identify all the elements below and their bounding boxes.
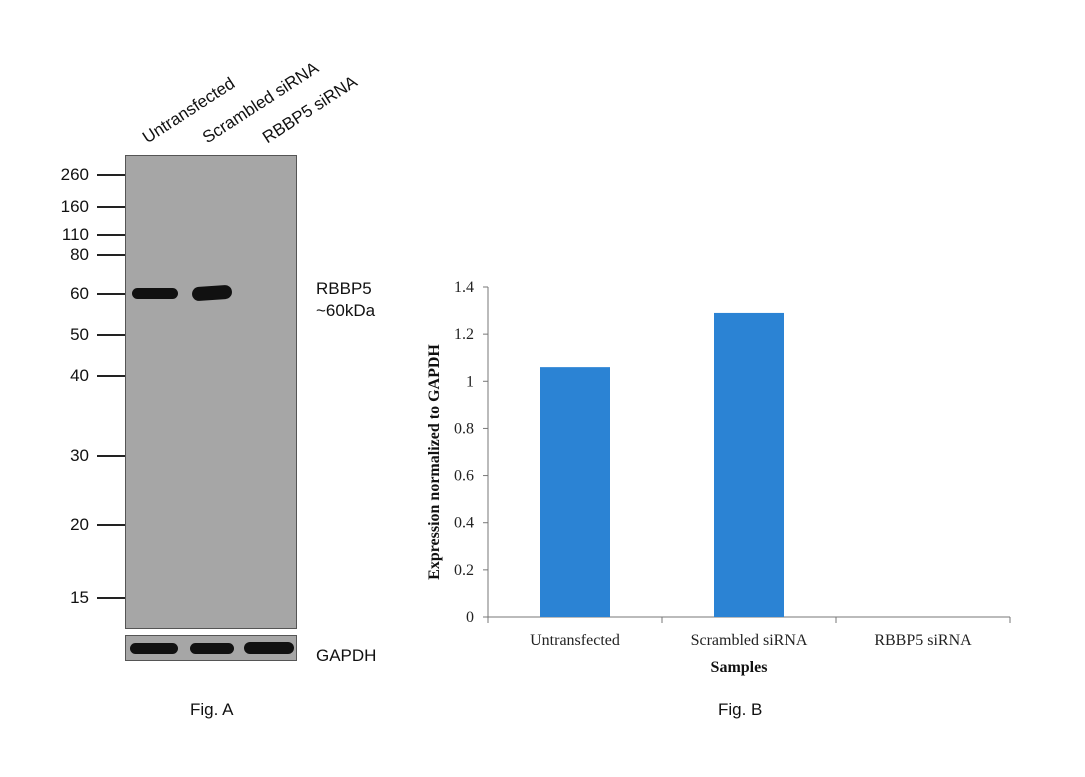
y-tick-label: 0.2 <box>454 562 474 579</box>
mw-marker-40: 40 <box>40 366 125 386</box>
band-gapdh-scrambled-sirna <box>190 643 234 654</box>
mw-marker-tick <box>97 206 125 208</box>
mw-marker-160: 160 <box>40 197 125 217</box>
mw-marker-15: 15 <box>40 588 125 608</box>
mw-marker-tick <box>97 293 125 295</box>
y-tick-label: 0.4 <box>454 515 474 532</box>
y-tick-label: 0.8 <box>454 420 474 437</box>
mw-marker-tick <box>97 234 125 236</box>
loading-control-label: GAPDH <box>316 646 377 665</box>
mw-marker-50: 50 <box>40 325 125 345</box>
mw-marker-60: 60 <box>40 284 125 304</box>
bar-chart: 0 0.2 0.4 0.6 0.8 1 1.2 1.4 Untransfected Scrambl… <box>426 279 1011 676</box>
mw-marker-label: 50 <box>70 325 89 344</box>
y-tick-label: 1.4 <box>454 279 474 296</box>
x-tick-label: RBBP5 siRNA <box>874 632 972 649</box>
band-gapdh-rbbp5-sirna <box>244 642 294 654</box>
y-tick-label: 0.6 <box>454 468 474 485</box>
mw-marker-label: 80 <box>70 245 89 264</box>
mw-marker-260: 260 <box>40 165 125 185</box>
bar-scrambled-sirna <box>714 312 784 617</box>
band-rbbp5-untransfected <box>132 288 178 299</box>
mw-marker-label: 260 <box>60 165 89 184</box>
mw-marker-label: 40 <box>70 366 89 385</box>
mw-marker-80: 80 <box>40 245 125 265</box>
mw-marker-label: 60 <box>70 284 89 303</box>
y-tick-label: 0 <box>466 609 474 626</box>
x-tick-label: Untransfected <box>530 632 620 649</box>
mw-marker-tick <box>97 174 125 176</box>
target-protein-name: RBBP5 <box>316 279 372 298</box>
band-gapdh-untransfected <box>130 643 178 654</box>
mw-marker-30: 30 <box>40 446 125 466</box>
blot-membrane-gapdh <box>125 635 297 661</box>
mw-marker-label: 20 <box>70 515 89 534</box>
mw-marker-tick <box>97 524 125 526</box>
x-tick-label: Scrambled siRNA <box>691 632 808 649</box>
mw-marker-tick <box>97 375 125 377</box>
band-rbbp5-scrambled-sirna <box>191 284 233 302</box>
bar-untransfected <box>540 367 610 617</box>
figure-b-caption: Fig. B <box>718 700 763 719</box>
mw-marker-label: 110 <box>61 225 89 244</box>
y-axis-title: Expression normalized to GAPDH <box>426 344 443 580</box>
target-protein-size: ~60kDa <box>316 301 376 320</box>
mw-marker-tick <box>97 455 125 457</box>
mw-marker-tick <box>97 597 125 599</box>
mw-marker-tick <box>97 334 125 336</box>
mw-marker-label: 160 <box>60 197 89 216</box>
y-tick-label: 1 <box>466 373 474 390</box>
y-tick-label: 1.2 <box>454 326 474 343</box>
mw-marker-110: 110 <box>40 225 125 245</box>
figure-a-caption: Fig. A <box>190 700 234 719</box>
mw-marker-20: 20 <box>40 515 125 535</box>
target-protein-label: RBBP5 ~60kDa <box>316 278 375 322</box>
western-blot-figure: Untransfected Scrambled siRNA RBBP5 siRN… <box>0 0 420 777</box>
mw-marker-label: 30 <box>70 446 89 465</box>
x-axis-title: Samples <box>711 659 768 676</box>
blot-membrane-main <box>125 155 297 629</box>
mw-marker-tick <box>97 254 125 256</box>
mw-marker-label: 15 <box>70 588 89 607</box>
